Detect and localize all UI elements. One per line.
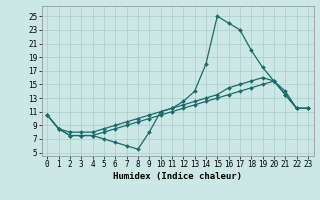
X-axis label: Humidex (Indice chaleur): Humidex (Indice chaleur) bbox=[113, 172, 242, 181]
